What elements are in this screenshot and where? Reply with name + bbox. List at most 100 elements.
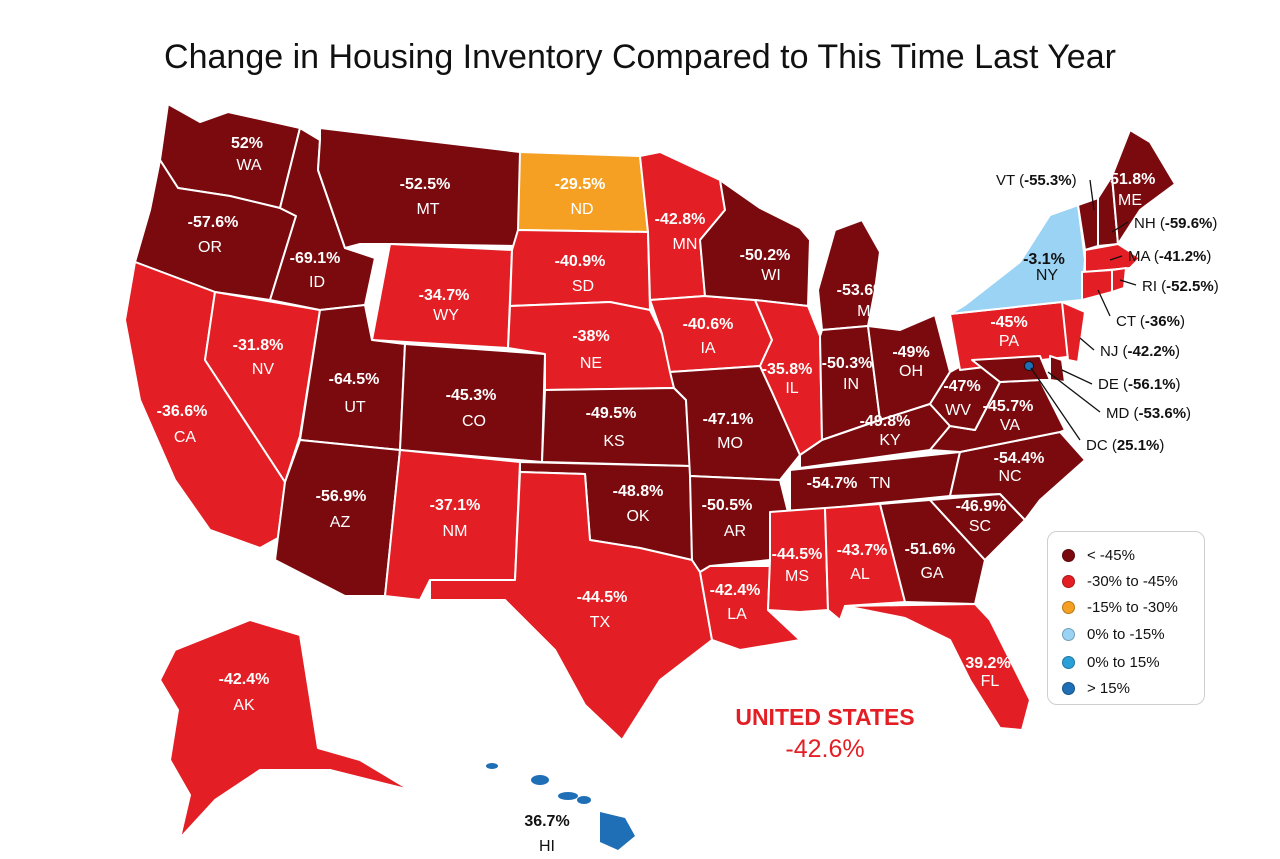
state-de[interactable] [1049, 355, 1066, 383]
state-labels: 52% WA -57.6% OR -36.6% CA -31.8% NV -69… [157, 135, 1156, 855]
label-value-in: -50.3% [822, 355, 873, 372]
label-abbr-co: CO [462, 413, 486, 430]
callouts: VT (-55.3%) NH (-59.6%) MA (-41.2%) RI (… [996, 172, 1219, 454]
callout-de: DE (-56.1%) [1098, 376, 1181, 393]
label-value-ky: -49.8% [860, 413, 911, 430]
label-abbr-mi: MI [857, 303, 875, 320]
label-value-nv: -31.8% [233, 337, 284, 354]
label-abbr-ms: MS [785, 568, 809, 585]
label-abbr-mt: MT [416, 201, 439, 218]
label-value-sc: -46.9% [956, 498, 1007, 515]
label-abbr-ky: KY [879, 432, 901, 449]
label-value-mn: -42.8% [655, 211, 706, 228]
label-value-pa: -45% [990, 314, 1027, 331]
legend-item: < -45% [1062, 545, 1135, 565]
label-value-tn: -54.7% [807, 475, 858, 492]
state-mi[interactable] [817, 219, 881, 331]
label-value-nm: -37.1% [430, 497, 481, 514]
leader-dc [1030, 367, 1081, 441]
map-title: Change in Housing Inventory Compared to … [164, 38, 1116, 76]
callout-ri: RI (-52.5%) [1142, 278, 1219, 295]
state-la[interactable] [699, 565, 801, 651]
label-value-ga: -51.6% [905, 541, 956, 558]
legend-label: < -45% [1087, 546, 1135, 564]
state-sd[interactable] [509, 229, 651, 311]
state-hi[interactable] [486, 763, 635, 850]
label-value-la: -42.4% [710, 582, 761, 599]
label-value-hi: 36.7% [524, 813, 569, 830]
label-value-oh: -49% [892, 344, 929, 361]
label-abbr-ny: NY [1036, 267, 1059, 284]
leader-nh [1111, 221, 1129, 233]
label-value-ks: -49.5% [586, 405, 637, 422]
label-value-ut: -64.5% [329, 371, 380, 388]
label-abbr-nd: ND [570, 201, 593, 218]
label-abbr-wv: WV [945, 402, 971, 419]
label-abbr-nm: NM [443, 523, 468, 540]
label-value-co: -45.3% [446, 387, 497, 404]
label-abbr-ca: CA [174, 429, 197, 446]
callout-nh: NH (-59.6%) [1134, 215, 1217, 232]
state-tx[interactable] [429, 471, 713, 741]
label-value-il: -35.8% [762, 361, 813, 378]
legend-label: > 15% [1087, 679, 1130, 697]
label-abbr-ia: IA [700, 340, 715, 357]
state-nj[interactable] [1061, 301, 1086, 363]
callout-vt: VT (-55.3%) [996, 172, 1077, 189]
label-value-wi: -50.2% [740, 247, 791, 264]
label-value-ca: -36.6% [157, 403, 208, 420]
label-value-mo: -47.1% [703, 411, 754, 428]
label-value-wy: -34.7% [419, 287, 470, 304]
legend-swatch [1062, 627, 1075, 641]
leader-ri [1119, 279, 1137, 286]
label-value-mt: -52.5% [400, 176, 451, 193]
label-value-id: -69.1% [290, 250, 341, 267]
state-ar[interactable] [689, 475, 791, 573]
label-abbr-tn: TN [869, 475, 890, 492]
state-ct[interactable] [1081, 269, 1113, 301]
label-abbr-nc: NC [998, 468, 1021, 485]
us-total: UNITED STATES -42.6% [700, 704, 950, 764]
label-abbr-pa: PA [999, 333, 1019, 350]
callout-md: MD (-53.6%) [1106, 405, 1191, 422]
state-ga[interactable] [879, 499, 986, 605]
legend-item: -30% to -45% [1062, 571, 1178, 591]
state-ma[interactable] [1084, 243, 1141, 273]
us-total-value: -42.6% [785, 735, 865, 763]
label-abbr-wy: WY [433, 307, 459, 324]
state-fl[interactable] [844, 603, 1031, 731]
state-ia[interactable] [649, 295, 773, 373]
label-value-wv: -47% [943, 378, 980, 395]
state-shapes [124, 103, 1176, 850]
legend-label: 0% to -15% [1087, 625, 1165, 643]
legend-swatch [1062, 655, 1075, 669]
label-value-sd: -40.9% [555, 253, 606, 270]
label-value-nd: -29.5% [555, 176, 606, 193]
state-ak[interactable] [159, 619, 411, 839]
label-value-ne: -38% [572, 328, 609, 345]
label-value-ia: -40.6% [683, 316, 734, 333]
leader-ma [1109, 255, 1123, 261]
label-abbr-id: ID [309, 274, 325, 291]
state-ks[interactable] [541, 387, 691, 467]
leader-de [1061, 369, 1093, 385]
callout-dc: DC (25.1%) [1086, 437, 1164, 454]
label-abbr-wa: WA [236, 157, 262, 174]
label-abbr-ar: AR [724, 523, 746, 540]
callout-ct: CT (-36%) [1116, 313, 1185, 330]
label-value-az: -56.9% [316, 488, 367, 505]
label-value-ak: -42.4% [219, 671, 270, 688]
label-abbr-sd: SD [572, 278, 594, 295]
label-abbr-va: VA [1000, 417, 1020, 434]
label-abbr-fl: FL [981, 673, 1000, 690]
label-abbr-tx: TX [590, 614, 611, 631]
label-abbr-la: LA [727, 606, 747, 623]
label-abbr-nv: NV [252, 361, 275, 378]
us-total-name: UNITED STATES [735, 704, 915, 730]
state-ri[interactable] [1111, 267, 1127, 293]
label-value-me: -51.8% [1105, 171, 1156, 188]
label-abbr-in: IN [843, 376, 859, 393]
label-value-al: -43.7% [837, 542, 888, 559]
label-abbr-ks: KS [603, 433, 624, 450]
